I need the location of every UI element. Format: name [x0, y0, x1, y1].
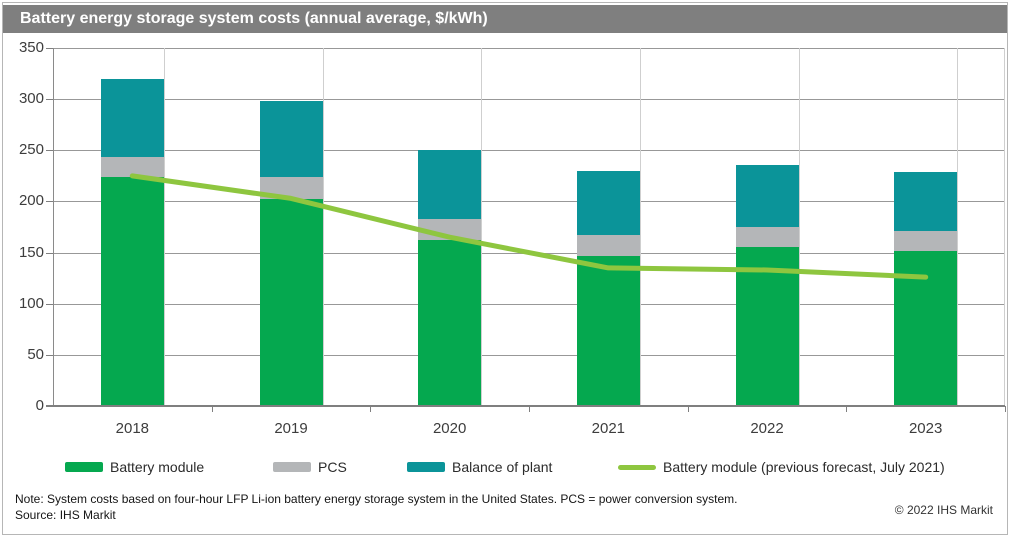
y-axis-tick: [46, 99, 53, 101]
legend-bar-swatch-icon: [407, 462, 445, 472]
chart-title-bar: Battery energy storage system costs (ann…: [3, 5, 1007, 33]
y-axis-tick: [46, 354, 53, 356]
gridline: [53, 201, 1005, 203]
legend-item: Battery module (previous forecast, July …: [618, 459, 945, 475]
y-axis-label: 50: [27, 345, 44, 363]
bar-segment-battery-module: [100, 176, 164, 406]
x-axis-label: 2022: [750, 420, 784, 437]
legend-label: Battery module: [110, 459, 205, 475]
gridline: [53, 303, 1005, 305]
vertical-gridline: [481, 48, 483, 406]
legend-line-swatch-icon: [618, 464, 656, 470]
x-axis-tick: [846, 406, 848, 412]
y-axis-tick: [46, 303, 53, 305]
vertical-gridline: [798, 48, 800, 406]
x-axis-line: [46, 405, 1005, 407]
legend-label: PCS: [318, 459, 347, 475]
bar-segment-battery-module: [259, 199, 323, 406]
footnote: Note: System costs based on four-hour LF…: [15, 492, 738, 506]
bar-segment-pcs: [894, 231, 958, 251]
gridline: [53, 150, 1005, 152]
y-axis-label: 200: [18, 192, 44, 210]
y-axis-label: 0: [35, 397, 44, 414]
bar-segment-balance-of-plant: [576, 170, 640, 236]
gridline: [53, 354, 1005, 356]
y-axis-tick: [46, 48, 53, 49]
y-axis-label: 300: [18, 90, 44, 108]
vertical-gridline: [639, 48, 641, 406]
y-axis-tick: [46, 150, 53, 152]
chart-title: Battery energy storage system costs (ann…: [20, 10, 488, 27]
vertical-gridline: [322, 48, 324, 406]
plot-right-border: [1004, 48, 1005, 406]
bar-segment-pcs: [735, 227, 799, 248]
bar-segment-pcs: [100, 157, 164, 177]
gridline: [53, 99, 1005, 101]
x-axis-tick: [370, 406, 372, 412]
legend-label: Battery module (previous forecast, July …: [663, 459, 945, 475]
vertical-gridline: [163, 48, 165, 406]
legend-bar-swatch-icon: [65, 462, 103, 472]
y-axis-tick: [46, 201, 53, 203]
source-note: Source: IHS Markit: [15, 508, 116, 522]
legend-bar-swatch-icon: [273, 462, 311, 472]
bar-segment-balance-of-plant: [259, 101, 323, 177]
chart-frame: Battery energy storage system costs (ann…: [2, 2, 1008, 535]
bar-segment-balance-of-plant: [100, 78, 164, 158]
bar-segment-balance-of-plant: [418, 150, 482, 219]
forecast-line: [129, 173, 929, 280]
y-axis-label: 150: [18, 243, 44, 261]
y-axis-label: 250: [18, 141, 44, 159]
y-axis-label: 350: [18, 39, 44, 56]
chart-footer: Note: System costs based on four-hour LF…: [15, 491, 737, 523]
bar-segment-balance-of-plant: [735, 164, 799, 227]
x-axis-tick: [687, 406, 689, 412]
bar-segment-pcs: [576, 235, 640, 256]
y-axis-tick: [46, 252, 53, 254]
legend-item: Battery module: [65, 459, 204, 475]
y-axis-label: 100: [18, 294, 44, 312]
x-axis-label: 2019: [274, 420, 308, 437]
legend-item: PCS: [273, 459, 347, 475]
gridline: [53, 48, 1005, 49]
x-axis-label: 2018: [115, 420, 150, 437]
bar-segment-balance-of-plant: [894, 171, 958, 232]
x-axis-tick: [211, 406, 213, 412]
bar-segment-battery-module: [735, 247, 799, 406]
copyright-note: © 2022 IHS Markit: [894, 503, 993, 517]
x-axis-tick: [1005, 406, 1006, 412]
chart-legend: Battery module PCS Balance of plant Battery…: [3, 459, 1007, 481]
bar-segment-battery-module: [576, 255, 640, 406]
plot-area: 0 50 100 150 200 250 300 350 2018 2019 2020 2021 202…: [19, 39, 1006, 437]
y-axis-line: [53, 48, 54, 406]
vertical-gridline: [957, 48, 959, 406]
legend-label: Balance of plant: [452, 459, 553, 475]
x-axis-label: 2023: [908, 420, 943, 437]
x-axis-label: 2021: [591, 420, 626, 437]
legend-item: Balance of plant: [407, 459, 552, 475]
x-axis-label: 2020: [432, 420, 467, 437]
bar-segment-battery-module: [418, 240, 482, 406]
x-axis-tick: [529, 406, 530, 412]
